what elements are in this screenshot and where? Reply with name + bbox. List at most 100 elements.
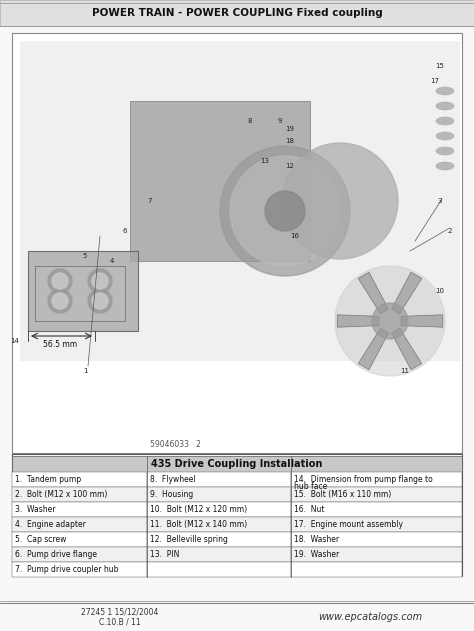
Circle shape (92, 293, 108, 309)
Polygon shape (392, 328, 422, 370)
Text: 19.  Washer: 19. Washer (294, 550, 339, 559)
Bar (12, 456, 462, 472)
Circle shape (48, 269, 72, 293)
Bar (291, 472, 462, 487)
Text: 15: 15 (436, 63, 445, 69)
Text: 14.  Dimension from pump flange to: 14. Dimension from pump flange to (294, 475, 433, 484)
Text: hub face: hub face (294, 482, 327, 491)
Text: 19: 19 (285, 126, 294, 132)
Bar (147, 517, 291, 532)
Text: 17: 17 (430, 78, 439, 84)
Ellipse shape (436, 147, 454, 155)
Text: 18.  Washer: 18. Washer (294, 535, 339, 544)
Bar (147, 502, 291, 517)
Bar (291, 502, 462, 517)
Text: 7.  Pump drive coupler hub: 7. Pump drive coupler hub (15, 565, 118, 574)
Bar (12, 487, 147, 502)
Ellipse shape (436, 117, 454, 125)
Bar (12, 33, 462, 453)
Text: 5: 5 (83, 253, 87, 259)
Bar (20, 41, 460, 361)
Polygon shape (358, 272, 389, 314)
Text: 1: 1 (83, 368, 87, 374)
Text: 15.  Bolt (M16 x 110 mm): 15. Bolt (M16 x 110 mm) (294, 490, 391, 499)
Circle shape (372, 303, 408, 339)
Bar (12, 454, 462, 576)
Bar (12, 472, 147, 487)
Ellipse shape (436, 132, 454, 140)
Text: 9: 9 (278, 118, 282, 124)
Bar (291, 487, 462, 502)
Circle shape (88, 269, 112, 293)
Text: 10: 10 (436, 288, 445, 294)
Bar (12, 547, 147, 562)
Text: 11.  Bolt (M12 x 140 mm): 11. Bolt (M12 x 140 mm) (150, 520, 247, 529)
Polygon shape (358, 328, 389, 370)
Text: 3.  Washer: 3. Washer (15, 505, 55, 514)
Text: 2.  Bolt (M12 x 100 mm): 2. Bolt (M12 x 100 mm) (15, 490, 108, 499)
Text: 12: 12 (285, 163, 294, 169)
Text: 14: 14 (10, 338, 19, 344)
Text: 3: 3 (438, 198, 442, 204)
Polygon shape (392, 272, 422, 314)
Bar (35, 266, 125, 321)
Bar (291, 532, 462, 547)
Text: 13.  PIN: 13. PIN (150, 550, 179, 559)
Text: 13: 13 (261, 158, 270, 164)
Polygon shape (401, 315, 443, 327)
Bar (12, 562, 147, 577)
Bar (12, 517, 147, 532)
Bar (28, 251, 138, 331)
Text: 8: 8 (248, 118, 252, 124)
Text: www.epcatalogs.com: www.epcatalogs.com (318, 612, 422, 622)
Ellipse shape (436, 102, 454, 110)
Bar (12, 502, 147, 517)
Circle shape (52, 293, 68, 309)
Text: 27245 1 15/12/2004
C.10.B / 11: 27245 1 15/12/2004 C.10.B / 11 (82, 607, 159, 627)
Polygon shape (337, 315, 379, 327)
Bar (147, 487, 291, 502)
Circle shape (335, 266, 445, 376)
Circle shape (48, 289, 72, 313)
Text: POWER TRAIN - POWER COUPLING Fixed coupling: POWER TRAIN - POWER COUPLING Fixed coupl… (91, 8, 383, 18)
Bar (291, 547, 462, 562)
Circle shape (220, 146, 350, 276)
Text: 17.  Engine mount assembly: 17. Engine mount assembly (294, 520, 403, 529)
Text: 7: 7 (148, 198, 152, 204)
Text: 435 Drive Coupling Installation: 435 Drive Coupling Installation (151, 459, 323, 469)
Circle shape (265, 191, 305, 231)
Circle shape (52, 273, 68, 289)
Text: 4.  Engine adapter: 4. Engine adapter (15, 520, 86, 529)
Text: 4: 4 (110, 258, 114, 264)
Text: 8.  Flywheel: 8. Flywheel (150, 475, 196, 484)
Text: 16.  Nut: 16. Nut (294, 505, 325, 514)
Circle shape (88, 289, 112, 313)
Text: 10.  Bolt (M12 x 120 mm): 10. Bolt (M12 x 120 mm) (150, 505, 247, 514)
Bar (0, 0, 474, 26)
Text: 18: 18 (285, 138, 294, 144)
Text: 2: 2 (448, 228, 452, 234)
Circle shape (282, 143, 398, 259)
Text: 56.5 mm: 56.5 mm (43, 340, 77, 349)
Text: 11: 11 (401, 368, 410, 374)
Bar (147, 532, 291, 547)
Text: 1.  Tandem pump: 1. Tandem pump (15, 475, 81, 484)
Text: 9.  Housing: 9. Housing (150, 490, 193, 499)
Bar (291, 517, 462, 532)
Ellipse shape (436, 87, 454, 95)
Circle shape (92, 273, 108, 289)
Bar (12, 532, 147, 547)
Text: 5.  Cap screw: 5. Cap screw (15, 535, 66, 544)
Text: 59046033   2: 59046033 2 (150, 440, 201, 449)
Bar (147, 472, 291, 487)
Text: 6: 6 (123, 228, 127, 234)
Bar (291, 562, 462, 577)
Bar (130, 101, 310, 261)
Text: 12.  Belleville spring: 12. Belleville spring (150, 535, 228, 544)
Text: 6.  Pump drive flange: 6. Pump drive flange (15, 550, 97, 559)
Bar (147, 547, 291, 562)
Text: 16: 16 (291, 233, 300, 239)
Ellipse shape (436, 162, 454, 170)
Circle shape (230, 156, 340, 266)
Bar (147, 562, 291, 577)
